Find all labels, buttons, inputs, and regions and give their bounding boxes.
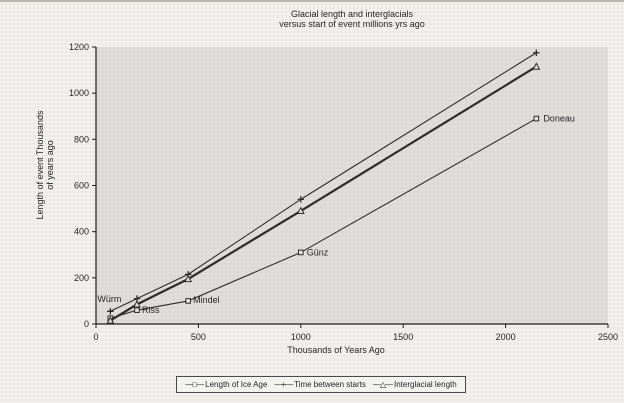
y-tick-label: 1000 <box>69 88 89 98</box>
plus-marker <box>533 49 540 56</box>
y-axis-title: Length of event Thousands of years ago <box>35 90 57 240</box>
point-label-riss: Riss <box>142 305 160 315</box>
x-axis-title: Thousands of Years Ago <box>287 345 385 355</box>
plus-marker <box>297 196 304 203</box>
chart-title-line2: versus start of event millions yrs ago <box>279 19 425 29</box>
y-axis-title-line1: Length of event Thousands <box>35 110 45 220</box>
legend-item-interglacial-length: —△— Interglacial length <box>373 380 457 389</box>
point-label-mindel: Mindel <box>193 295 220 305</box>
plot-background <box>96 47 608 324</box>
chart-title-line1: Glacial length and interglacials <box>290 9 414 19</box>
triangle-marker <box>184 274 193 283</box>
y-tick-label: 200 <box>74 273 89 283</box>
legend-label: Interglacial length <box>393 380 457 389</box>
square-marker <box>533 115 540 122</box>
plus-marker-icon: —+— <box>274 380 293 389</box>
legend-label: Time between starts <box>294 380 366 389</box>
x-tick-label: 2000 <box>496 332 516 342</box>
x-tick-label: 2500 <box>598 332 618 342</box>
triangle-marker <box>106 316 115 324</box>
y-axis-title-line2: of years ago <box>45 140 55 190</box>
legend-item-time-between-starts: —+— Time between starts <box>274 380 365 389</box>
y-tick-label: 800 <box>74 134 89 144</box>
point-label-g-nz: Günz <box>307 247 329 257</box>
plus-marker <box>107 308 114 315</box>
legend-item-length-of-ice-age: —□— Length of Ice Age <box>185 380 267 389</box>
chart-title: Glacial length and interglacials versus … <box>96 9 608 29</box>
square-marker <box>298 249 304 256</box>
triangle-marker-icon: —△— <box>372 380 393 389</box>
y-tick-label: 0 <box>84 319 89 329</box>
square-marker-icon: —□— <box>185 380 204 389</box>
chart-legend: —□— Length of Ice Age —+— Time between s… <box>176 376 466 393</box>
triangle-marker <box>296 206 305 214</box>
x-tick-label: 0 <box>93 332 98 342</box>
y-tick-label: 600 <box>74 181 89 191</box>
x-tick-label: 1500 <box>393 332 413 342</box>
legend-label: Length of Ice Age <box>205 380 268 389</box>
square-marker <box>134 307 140 313</box>
x-tick-label: 500 <box>191 332 206 342</box>
x-tick-label: 1000 <box>291 332 311 342</box>
triangle-marker <box>532 62 541 70</box>
point-label-doneau: Doneau <box>543 114 575 124</box>
y-tick-label: 1200 <box>69 42 89 52</box>
point-label-w-rm: Würm <box>97 294 121 304</box>
square-marker <box>185 298 191 304</box>
y-tick-label: 400 <box>74 227 89 237</box>
triangle-marker <box>133 300 141 308</box>
